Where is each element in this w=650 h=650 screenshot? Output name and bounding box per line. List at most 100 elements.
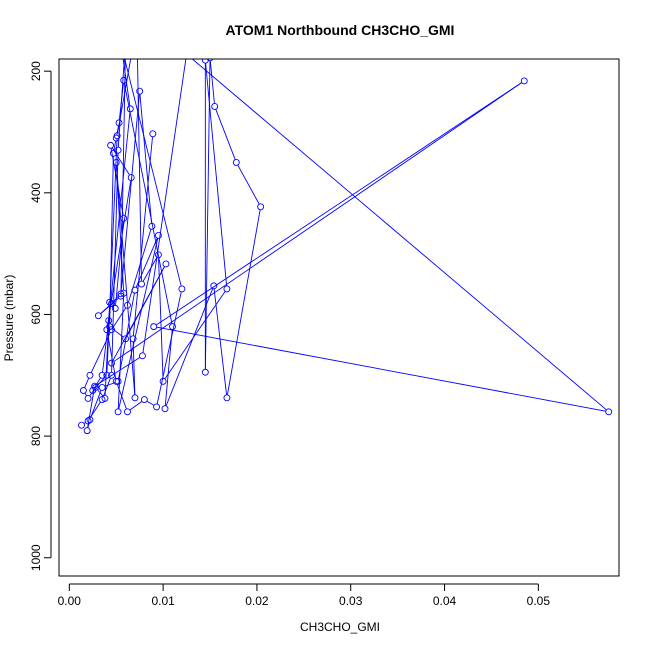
data-point [86,371,94,379]
data-point [103,371,111,379]
x-tick-label: 0.04 [433,594,457,608]
series-line-segment [158,258,164,379]
x-tick-label: 0.00 [58,594,82,608]
data-point [107,141,115,149]
data-point [139,352,146,360]
data-point [134,21,140,27]
series-line-segment [135,238,158,288]
series-line-segment [111,147,130,176]
data-point [108,300,115,307]
data-point [114,146,122,154]
series-line-segment [124,59,182,286]
data-point [136,87,144,95]
data-point [120,76,128,84]
series-line-segment [89,389,95,397]
x-tick-label: 0.03 [339,594,363,608]
data-point [84,394,92,402]
series-line-segment [156,326,606,412]
data-point [148,222,156,230]
data-point [149,130,157,138]
series-line-segment [113,82,522,362]
data-point [159,377,167,385]
data-point [101,394,109,402]
data-point [94,312,102,320]
data-point [138,280,145,288]
data-point [140,396,148,404]
series-line-segment [102,323,109,373]
data-point [89,387,97,394]
data-point [106,323,114,331]
data-point [112,158,120,166]
x-axis-label: CH3CHO_GMI [300,620,380,634]
data-point [223,394,231,402]
data-point [114,408,122,416]
data-point [162,260,170,268]
series-line-segment [215,109,236,160]
series-line-segment [115,165,124,291]
series-line-segment [117,296,125,409]
data-point [184,51,190,57]
plot-layer [78,21,613,435]
series-line-segment [146,400,155,406]
series-line-segment [156,82,522,326]
data-point [232,158,240,166]
data-point [154,231,162,239]
data-point [223,285,231,293]
series-line-segment [129,401,143,411]
series-line-segment [90,332,111,373]
data-point [79,387,87,394]
data-point [201,368,209,376]
data-point [257,203,265,211]
series-line-segment [139,94,153,224]
data-point [108,371,115,379]
series-line-segment [106,138,118,373]
data-point [124,301,131,309]
data-point [154,251,162,259]
series-line-segment [142,257,158,282]
chart-title: ATOM1 Northbound CH3CHO_GMI [226,22,455,38]
series-line-segment [209,60,215,104]
series-line-segment [132,136,153,336]
series-line-segment [111,328,124,338]
series-line-segment [164,329,173,406]
data-point [120,214,128,222]
series-line-segment [116,165,136,395]
data-point [98,383,106,391]
series-line-segment [213,288,227,395]
series-line-segment [100,305,110,314]
y-tick-label: 1000 [29,544,43,571]
series-line-segment [84,378,90,388]
series-line-segment [118,83,124,120]
series-line-segment [97,357,141,385]
data-point [98,371,106,379]
data-point [122,335,130,343]
data-point [169,323,176,331]
series-line-segment [102,378,111,397]
y-tick-label: 400 [29,182,43,202]
data-point [131,394,139,402]
data-point [91,382,99,390]
series-line-segment [84,393,87,396]
data-point [153,403,161,411]
data-point [206,59,214,62]
y-tick-label: 600 [29,304,43,324]
data-point [109,149,117,157]
data-point [131,286,139,294]
data-point [161,405,169,413]
data-point [86,416,94,424]
series-line-segment [164,291,226,379]
series-line-segment [123,83,173,324]
data-point [126,105,134,113]
series-line-segment [165,288,214,406]
data-point [210,282,218,290]
data-point [211,102,219,110]
data-point [114,377,122,385]
series-line-segment [118,238,159,409]
data-point [150,323,158,331]
series-line-segment [111,304,114,307]
data-point [124,408,131,416]
series-line-segment [137,59,142,281]
series-line-segment [205,63,228,286]
data-point [83,427,91,435]
